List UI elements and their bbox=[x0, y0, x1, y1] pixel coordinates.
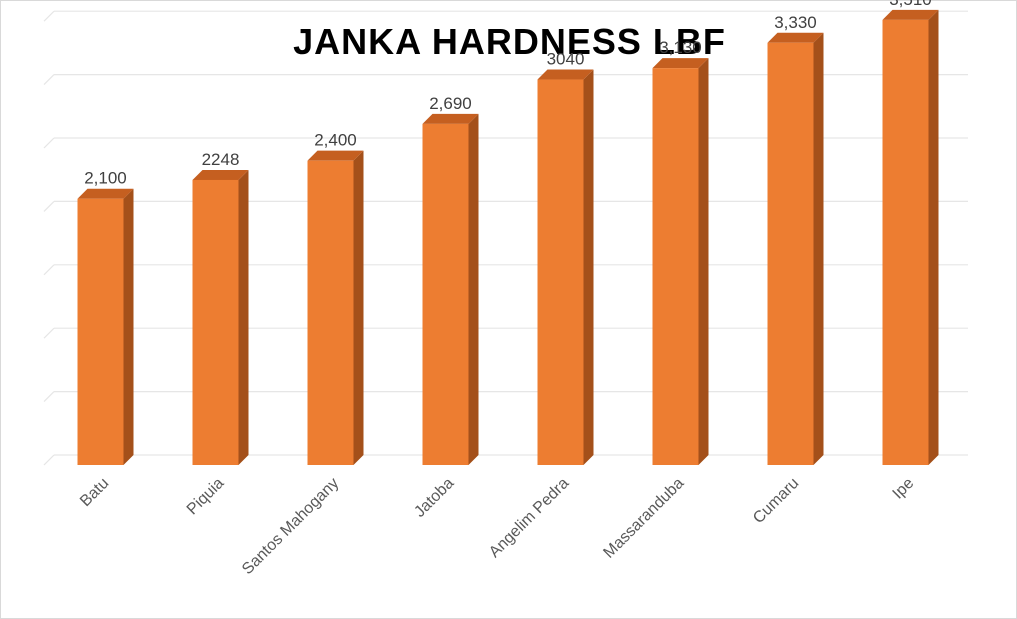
gridline-depth bbox=[43, 200, 55, 212]
bar-side bbox=[698, 58, 709, 466]
bar-side bbox=[468, 113, 479, 466]
category-label: Angelim Pedra bbox=[486, 475, 572, 561]
category-label: Piquia bbox=[184, 475, 228, 519]
data-label: 2248 bbox=[202, 150, 240, 169]
bar-top bbox=[652, 58, 709, 69]
data-label: 2,100 bbox=[84, 169, 127, 188]
bar bbox=[77, 198, 124, 465]
category-label: Ipe bbox=[890, 475, 918, 503]
bar-side bbox=[353, 150, 364, 465]
category-label: Batu bbox=[77, 475, 112, 510]
bar-top bbox=[537, 69, 594, 80]
bar bbox=[422, 123, 469, 466]
bar bbox=[307, 160, 354, 465]
data-label: 3,510 bbox=[889, 0, 932, 9]
gridline-depth bbox=[43, 327, 55, 339]
category-ticks: Batu Piquia Santos Mahogany Jatoba Angelim P… bbox=[77, 475, 917, 578]
bar-top bbox=[77, 188, 134, 199]
gridline-depth bbox=[43, 391, 55, 403]
bar-side bbox=[583, 69, 594, 465]
data-label: 3,330 bbox=[774, 13, 817, 32]
category-label: Massaranduba bbox=[600, 475, 687, 562]
gridlines bbox=[43, 10, 968, 466]
gridline-depth bbox=[43, 10, 55, 22]
gridline-depth bbox=[43, 454, 55, 466]
bar-top bbox=[767, 32, 824, 43]
bar-top bbox=[192, 169, 249, 180]
data-label: 3,130 bbox=[659, 38, 702, 57]
bar bbox=[767, 42, 814, 465]
bar-side bbox=[123, 188, 134, 465]
category-label: Santos Mahogany bbox=[239, 475, 342, 578]
bar-top bbox=[422, 113, 479, 124]
data-label: 2,690 bbox=[429, 94, 472, 113]
bar bbox=[652, 68, 699, 465]
data-labels: 2,100 2248 2,400 2,690 3040 3,130 3,330 3,510 bbox=[84, 0, 932, 188]
bar-side bbox=[238, 169, 249, 465]
category-label: Cumaru bbox=[750, 475, 802, 527]
gridline-depth bbox=[43, 137, 55, 149]
bar bbox=[882, 19, 929, 465]
bar-top bbox=[882, 9, 939, 20]
data-label: 3040 bbox=[547, 50, 585, 69]
chart-title: JANKA HARDNESS LBF bbox=[293, 21, 726, 62]
bar bbox=[192, 179, 239, 465]
bars bbox=[77, 9, 939, 466]
gridline-depth bbox=[43, 264, 55, 276]
bar-side bbox=[928, 9, 939, 465]
gridline-depth bbox=[43, 74, 55, 86]
bar-top bbox=[307, 150, 364, 161]
data-label: 2,400 bbox=[314, 131, 357, 150]
category-label: Jatoba bbox=[411, 475, 457, 521]
bar-side bbox=[813, 32, 824, 465]
bar bbox=[537, 79, 584, 465]
